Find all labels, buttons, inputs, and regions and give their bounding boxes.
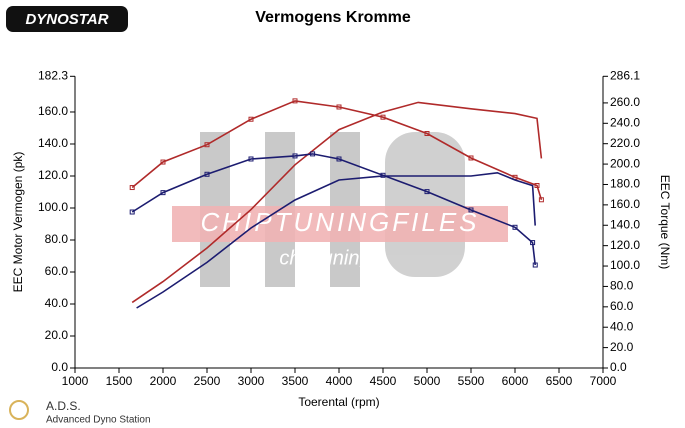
x-axis-label: Toerental (rpm): [298, 395, 379, 409]
y2-tick-label: 260.0: [610, 95, 640, 109]
y2-tick-label: 20.0: [610, 340, 634, 354]
point-marker: [336, 156, 342, 162]
x-tick-label: 5500: [458, 374, 485, 388]
x-tick-label: 4500: [370, 374, 397, 388]
point-marker: [424, 130, 430, 136]
watermark: CHIPTUNINGFILES chiptuning: [172, 132, 508, 287]
y2-tick-label: 160.0: [610, 197, 640, 211]
y-tick-label: 182.3: [38, 68, 68, 82]
series-line: [131, 101, 543, 304]
x-tick-label: 3500: [282, 374, 309, 388]
y2-tick-label: 286.1: [610, 68, 640, 82]
series-line: [131, 153, 536, 266]
point-marker: [248, 156, 254, 162]
point-marker: [248, 116, 254, 122]
x-tick-label: 7000: [590, 374, 617, 388]
x-tick-label: 3000: [238, 374, 265, 388]
y-axis-label: EEC Motor Vermogen (pk): [11, 152, 25, 293]
y2-tick-label: 180.0: [610, 177, 640, 191]
x-tick-label: 5000: [414, 374, 441, 388]
x-tick-label: 4000: [326, 374, 353, 388]
y2-tick-label: 120.0: [610, 238, 640, 252]
y2-tick-label: 240.0: [610, 115, 640, 129]
x-tick-label: 2000: [150, 374, 177, 388]
y-tick-label: 20.0: [45, 328, 69, 342]
y2-tick-label: 40.0: [610, 319, 634, 333]
point-marker: [538, 197, 544, 203]
point-marker: [512, 224, 518, 230]
y2-tick-label: 100.0: [610, 258, 640, 272]
point-marker: [310, 151, 316, 157]
point-marker: [468, 155, 474, 161]
y-tick-label: 140.0: [38, 136, 68, 150]
y2-tick-label: 0.0: [610, 360, 627, 374]
point-marker: [336, 104, 342, 110]
point-marker: [424, 189, 430, 195]
point-marker: [129, 185, 135, 191]
x-tick-label: 6000: [502, 374, 529, 388]
y2-tick-label: 220.0: [610, 136, 640, 150]
point-marker: [532, 262, 538, 268]
x-tick-label: 2500: [194, 374, 221, 388]
y2-tick-label: 140.0: [610, 217, 640, 231]
point-marker: [204, 142, 210, 148]
x-tick-label: 1500: [106, 374, 133, 388]
point-marker: [380, 114, 386, 120]
footer-logo: [9, 400, 29, 420]
logo-box: [6, 6, 128, 32]
point-marker: [530, 240, 536, 246]
x-tick-label: 6500: [546, 374, 573, 388]
y-tick-label: 160.0: [38, 104, 68, 118]
point-marker: [129, 209, 135, 215]
series-line: [131, 100, 543, 201]
y-tick-label: 40.0: [45, 296, 69, 310]
logo: DYNOSTAR: [25, 11, 108, 28]
y2-tick-label: 60.0: [610, 299, 634, 313]
chart-title: Vermogens Kromme: [255, 9, 411, 26]
y-tick-label: 80.0: [45, 232, 69, 246]
y-tick-label: 60.0: [45, 264, 69, 278]
point-marker: [204, 171, 210, 177]
point-marker: [292, 98, 298, 104]
y2-axis-label: EEC Torque (Nm): [658, 175, 672, 269]
point-marker: [534, 182, 540, 188]
footer-title: A.D.S.: [46, 399, 81, 413]
y-tick-label: 0.0: [51, 360, 68, 374]
point-marker: [292, 153, 298, 159]
x-tick-label: 1000: [62, 374, 89, 388]
watermark-text: CHIPTUNINGFILES: [200, 207, 479, 237]
point-marker: [160, 159, 166, 165]
y-tick-label: 120.0: [38, 168, 68, 182]
y-tick-label: 100.0: [38, 200, 68, 214]
y2-tick-label: 200.0: [610, 156, 640, 170]
y2-tick-label: 80.0: [610, 279, 634, 293]
footer-subtitle: Advanced Dyno Station: [46, 415, 151, 426]
point-marker: [160, 190, 166, 196]
watermark-sub: chiptuning: [279, 247, 370, 269]
point-marker: [380, 172, 386, 178]
point-marker: [468, 207, 474, 213]
